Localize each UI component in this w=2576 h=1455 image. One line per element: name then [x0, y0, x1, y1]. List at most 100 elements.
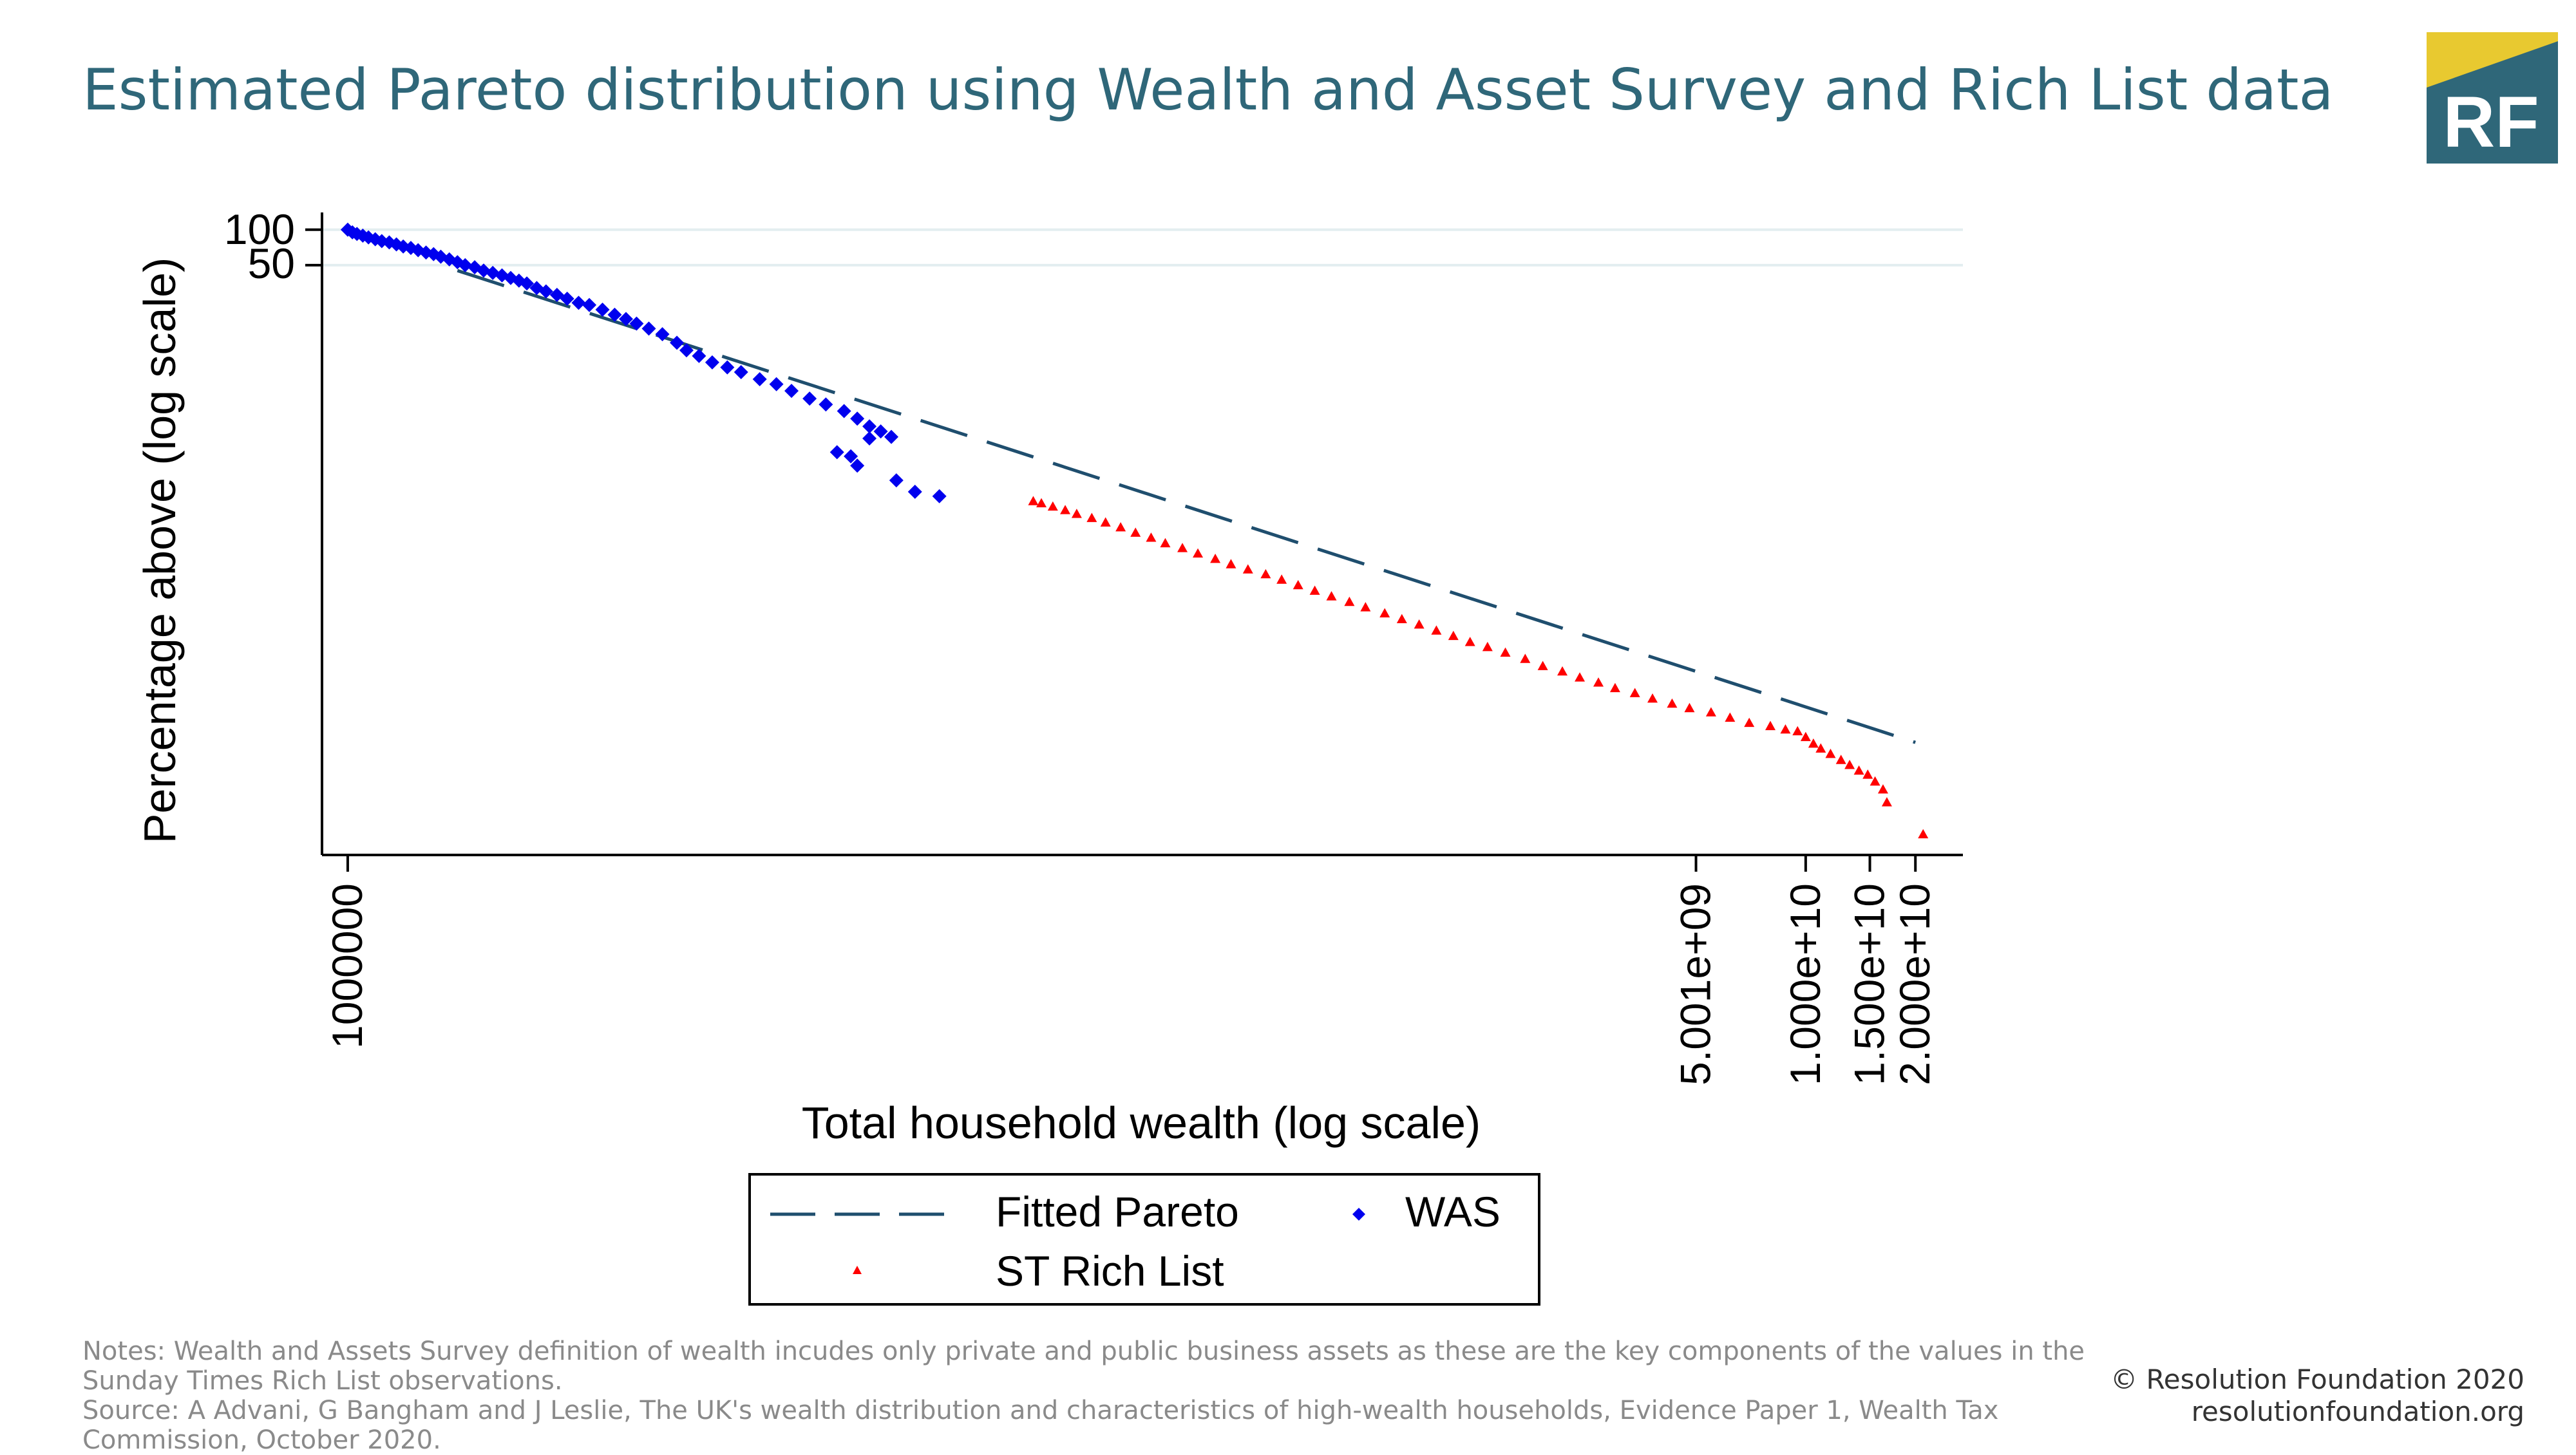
legend-fitted-label: Fitted Pareto — [996, 1188, 1239, 1235]
was-point — [571, 296, 586, 310]
logo-text: RF — [2443, 82, 2539, 162]
rich-list-point — [1448, 630, 1459, 641]
rich-list-point — [1309, 585, 1320, 595]
logo-accent — [2427, 32, 2558, 88]
y-tick-label: 100 — [224, 205, 295, 253]
rich-list-point — [1792, 726, 1803, 736]
was-point — [670, 335, 685, 350]
rich-list-point — [1047, 501, 1058, 511]
was-point — [829, 445, 844, 460]
rich-list-point — [1537, 661, 1548, 670]
footer: © Resolution Foundation 2020 resolutionf… — [2110, 1364, 2524, 1428]
legend: Fitted Pareto WAS ST Rich List — [748, 1173, 1540, 1306]
rich-list-point — [1028, 496, 1039, 505]
was-point — [802, 391, 817, 406]
y-tick-label: 50 — [248, 239, 295, 287]
rich-list-point — [1918, 829, 1929, 839]
fitted-pareto-line — [457, 268, 1917, 744]
rich-list-point — [1765, 720, 1776, 731]
rich-list-point — [1115, 522, 1126, 532]
was-point — [679, 343, 694, 358]
rich-list-point — [1210, 554, 1221, 563]
was-layer — [340, 222, 947, 503]
rich-list-point — [1808, 738, 1819, 748]
rich-list-layer — [1028, 496, 1929, 839]
rich-list-point — [1414, 619, 1425, 629]
rich-list-point — [1870, 776, 1880, 786]
was-point — [619, 312, 634, 326]
rich-list-point — [1705, 707, 1716, 717]
was-point — [889, 473, 904, 488]
was-point — [582, 297, 597, 312]
was-point — [734, 365, 748, 380]
x-tick-label: 1000000 — [323, 883, 371, 1049]
rich-list-point — [1326, 591, 1337, 601]
rich-list-point — [1609, 682, 1620, 693]
was-point — [784, 384, 799, 399]
y-axis-label: Percentage above (log scale) — [135, 258, 185, 844]
rich-list-point — [1464, 637, 1475, 646]
was-point — [850, 458, 865, 473]
legend-was-label: WAS — [1405, 1188, 1501, 1235]
rich-list-point — [1086, 512, 1097, 522]
was-point — [595, 302, 610, 317]
rf-logo: RF — [2427, 32, 2558, 164]
rich-list-point — [1780, 724, 1791, 734]
rich-list-point — [1725, 712, 1736, 722]
rich-list-point — [1242, 564, 1253, 574]
legend-fitted-symbol — [770, 1212, 963, 1216]
was-point — [720, 360, 735, 375]
was-point — [607, 307, 622, 322]
rich-list-point — [1177, 543, 1188, 552]
notes: Notes: Wealth and Assets Survey definiti… — [82, 1337, 2156, 1455]
rich-list-point — [1344, 596, 1355, 606]
rich-list-point — [1800, 731, 1811, 742]
was-point — [862, 431, 877, 446]
x-axis-label: Total household wealth (log scale) — [802, 1098, 1481, 1148]
rich-list-point — [1815, 743, 1826, 753]
rich-list-point — [1226, 559, 1236, 568]
rich-list-point — [1260, 568, 1271, 579]
legend-rich-label: ST Rich List — [996, 1247, 1224, 1295]
rich-list-point — [1500, 647, 1511, 657]
rich-list-point — [1629, 688, 1640, 697]
rich-list-point — [1862, 769, 1873, 779]
rich-list-point — [1146, 532, 1157, 542]
rich-list-point — [1520, 653, 1531, 663]
rich-list-point — [1647, 693, 1658, 703]
copyright: © Resolution Foundation 2020 — [2110, 1364, 2524, 1395]
rich-list-point — [1744, 717, 1755, 727]
rich-list-point — [1575, 672, 1586, 682]
was-point — [520, 276, 535, 291]
was-point — [844, 449, 858, 464]
was-point — [538, 284, 553, 299]
was-point — [837, 404, 851, 418]
rich-list-point — [1160, 538, 1171, 548]
rich-list-point — [1877, 784, 1888, 794]
x-tick-label: 2.000e+10 — [1891, 883, 1938, 1085]
rich-list-point — [1853, 765, 1864, 775]
rich-list-point — [1071, 509, 1082, 518]
rich-list-point — [1293, 579, 1303, 590]
rich-list-point — [1360, 602, 1371, 612]
page-title: Estimated Pareto distribution using Weal… — [82, 57, 2334, 123]
rich-list-point — [1881, 797, 1892, 807]
was-point — [629, 316, 644, 331]
website: resolutionfoundation.org — [2191, 1396, 2524, 1427]
rich-list-point — [1431, 625, 1442, 635]
was-point — [705, 355, 719, 370]
rich-list-point — [1835, 755, 1846, 764]
was-point — [458, 258, 473, 272]
was-point — [641, 321, 656, 336]
rich-list-point — [1482, 641, 1493, 652]
rich-list-point — [1276, 574, 1287, 584]
was-point — [655, 327, 670, 342]
rich-list-point — [1825, 748, 1836, 758]
x-tick-label: 1.000e+10 — [1781, 883, 1829, 1085]
was-point — [752, 372, 767, 387]
was-point — [932, 489, 947, 503]
rich-list-point — [1060, 505, 1071, 514]
was-point — [560, 291, 574, 306]
rich-list-point — [1684, 702, 1695, 713]
rich-list-point — [1379, 608, 1390, 617]
